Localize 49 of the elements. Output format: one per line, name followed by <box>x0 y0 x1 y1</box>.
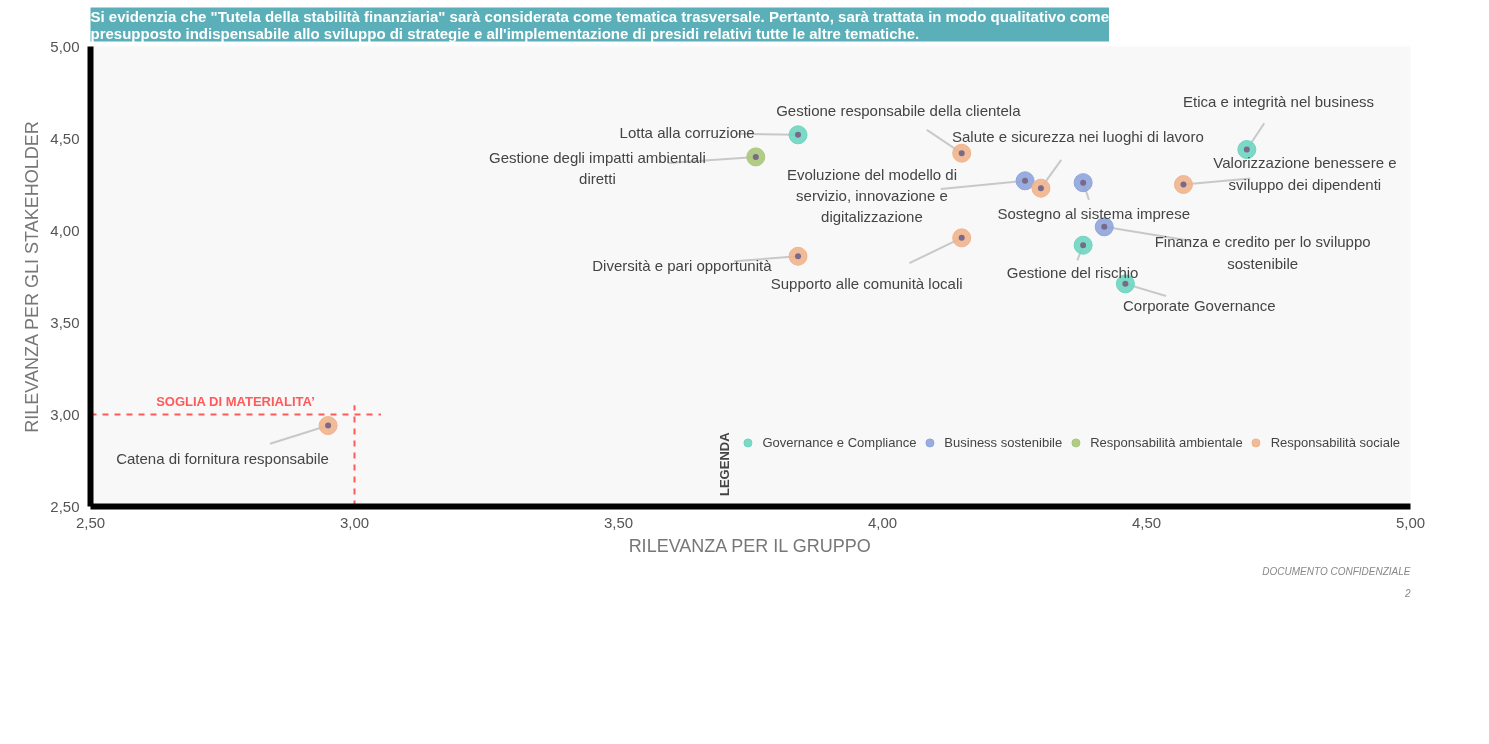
point <box>1173 175 1193 194</box>
point <box>788 125 808 145</box>
annotation: Valorizzazione benessere e sviluppo dei dipendenti <box>1213 154 1397 193</box>
annotation: Diversità e pari opportunità <box>592 256 773 274</box>
x-axis-title: RILEVANZA PER IL GRUPPO <box>628 535 871 556</box>
point <box>788 246 808 266</box>
legend-title: LEGENDA <box>717 432 733 496</box>
y-tick-label: 5,00 <box>50 37 80 55</box>
annotation: Gestione del rischio <box>1006 264 1139 282</box>
y-tick-label: 3,00 <box>50 405 80 423</box>
point <box>1073 173 1093 193</box>
annotation: Sostegno al sistema imprese <box>997 205 1190 223</box>
point <box>746 147 766 167</box>
point <box>1031 178 1051 198</box>
annotation: Evoluzione del modello di servizio, innovazione e digitalizzazione <box>786 165 957 226</box>
y-tick-label: 2,50 <box>50 497 80 515</box>
point <box>1015 171 1035 191</box>
text: 2 <box>1403 587 1411 599</box>
annotation: Etica e integrità nel business <box>1183 93 1374 111</box>
annotation: Gestione degli impatti ambientali diretti <box>488 148 706 188</box>
point <box>318 416 338 436</box>
y-tick-label: 4,00 <box>50 221 80 239</box>
legend-label: Governance e Compliance <box>762 434 917 450</box>
chart-title: Si evidenzia che "Tutela della stabilità finanziaria" sarà considerata come tematica trasversale. Pertanto, sarà trattata in modo qualitativo come presupposto indispensabile allo sviluppo di strategie e all'implementazione di presidi relativi tutte le altre tematiche. <box>90 7 1109 42</box>
x-tick-label: 3,50 <box>603 513 634 531</box>
legend-label: Business sostenibile <box>944 434 1063 450</box>
y-axis-title: RILEVANZA PER GLI STAKEHOLDER <box>22 121 43 433</box>
ref-line-label: SOGLIA DI MATERIALITA’ <box>156 393 315 409</box>
annotation: Gestione responsabile della clientela <box>776 102 1022 120</box>
x-tick-label: 2,50 <box>75 513 106 531</box>
legend-label: Responsabilità sociale <box>1270 434 1400 450</box>
annotation: Corporate Governance <box>1123 297 1276 315</box>
annotation: Supporto alle comunità locali <box>770 275 963 293</box>
point <box>1073 235 1093 255</box>
annotation: Salute e sicurezza nei luoghi di lavoro <box>951 128 1204 146</box>
x-tick-label: 5,00 <box>1395 513 1426 531</box>
annotation: Catena di fornitura responsabile <box>116 450 329 468</box>
point <box>952 143 972 163</box>
legend-label: Responsabilità ambientale <box>1090 434 1243 450</box>
x-tick-label: 3,00 <box>339 513 370 531</box>
x-tick-label: 4,50 <box>1131 513 1162 531</box>
y-tick-label: 3,50 <box>50 313 80 331</box>
point <box>1094 217 1114 237</box>
annotation: Lotta alla corruzione <box>619 124 755 142</box>
point <box>952 228 972 248</box>
text: DOCUMENTO CONFIDENZIALE <box>1262 565 1411 577</box>
annotation: Finanza e credito per lo sviluppo sostenibile <box>1154 233 1371 272</box>
y-tick-label: 4,50 <box>50 129 80 147</box>
x-tick-label: 4,00 <box>867 513 898 531</box>
